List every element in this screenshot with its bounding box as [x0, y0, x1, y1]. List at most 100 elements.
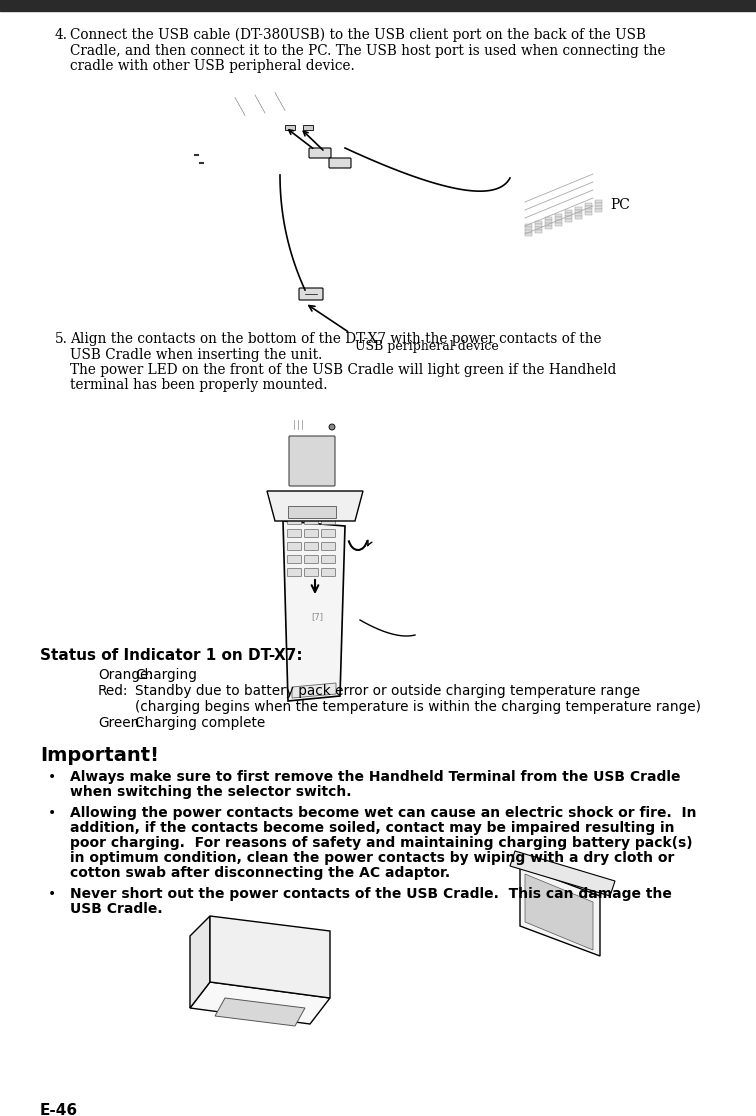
FancyBboxPatch shape: [305, 517, 318, 525]
FancyBboxPatch shape: [287, 517, 302, 525]
FancyBboxPatch shape: [299, 288, 323, 300]
FancyBboxPatch shape: [321, 529, 336, 538]
Text: The power LED on the front of the USB Cradle will light green if the Handheld: The power LED on the front of the USB Cr…: [70, 363, 616, 377]
FancyBboxPatch shape: [287, 568, 302, 577]
Text: •: •: [48, 770, 56, 785]
Text: poor charging.  For reasons of safety and maintaining charging battery pack(s): poor charging. For reasons of safety and…: [70, 836, 692, 850]
Bar: [525, 230, 532, 233]
Bar: [595, 202, 602, 205]
Text: cradle with other USB peripheral device.: cradle with other USB peripheral device.: [70, 59, 355, 73]
Text: Orange:: Orange:: [98, 668, 153, 682]
Bar: [575, 206, 582, 210]
Text: addition, if the contacts become soiled, contact may be impaired resulting in: addition, if the contacts become soiled,…: [70, 821, 674, 835]
Polygon shape: [283, 521, 345, 701]
Bar: [535, 230, 542, 232]
Text: USB Cradle.: USB Cradle.: [70, 902, 163, 916]
Bar: [595, 205, 602, 209]
FancyBboxPatch shape: [305, 568, 318, 577]
FancyBboxPatch shape: [321, 542, 336, 550]
Bar: [575, 212, 582, 215]
Bar: [545, 223, 552, 227]
Text: cotton swab after disconnecting the AC adaptor.: cotton swab after disconnecting the AC a…: [70, 866, 450, 881]
Polygon shape: [510, 852, 615, 896]
Text: Never short out the power contacts of the USB Cradle.  This can damage the: Never short out the power contacts of th…: [70, 887, 672, 901]
Polygon shape: [215, 998, 305, 1026]
Bar: [555, 220, 562, 222]
Bar: [595, 200, 602, 202]
Bar: [525, 227, 532, 230]
FancyBboxPatch shape: [321, 556, 336, 564]
Text: Red:: Red:: [98, 684, 129, 698]
Polygon shape: [520, 866, 600, 956]
Polygon shape: [292, 683, 336, 698]
Polygon shape: [190, 982, 330, 1024]
Polygon shape: [210, 916, 330, 998]
Text: (charging begins when the temperature is within the charging temperature range): (charging begins when the temperature is…: [135, 700, 701, 714]
Text: in optimum condition, clean the power contacts by wiping with a dry cloth or: in optimum condition, clean the power co…: [70, 852, 674, 865]
Text: Charging complete: Charging complete: [135, 716, 265, 730]
Text: •: •: [48, 887, 56, 901]
Bar: [525, 233, 532, 235]
Text: Cradle, and then connect it to the PC. The USB host port is used when connecting: Cradle, and then connect it to the PC. T…: [70, 44, 665, 58]
Text: Green:: Green:: [98, 716, 144, 730]
Polygon shape: [288, 506, 336, 518]
Bar: [585, 203, 592, 206]
Text: Connect the USB cable (DT-380USB) to the USB client port on the back of the USB: Connect the USB cable (DT-380USB) to the…: [70, 28, 646, 42]
Bar: [535, 223, 542, 227]
Text: 4.: 4.: [55, 28, 68, 42]
Text: USB peripheral device: USB peripheral device: [355, 340, 499, 353]
FancyBboxPatch shape: [305, 542, 318, 550]
Bar: [535, 221, 542, 223]
Text: Align the contacts on the bottom of the DT-X7 with the power contacts of the: Align the contacts on the bottom of the …: [70, 331, 602, 346]
FancyBboxPatch shape: [287, 542, 302, 550]
Text: E-46: E-46: [40, 1103, 78, 1116]
Text: when switching the selector switch.: when switching the selector switch.: [70, 785, 352, 799]
Text: •: •: [48, 806, 56, 820]
Text: Important!: Important!: [40, 745, 159, 764]
Text: USB Cradle when inserting the unit.: USB Cradle when inserting the unit.: [70, 347, 322, 362]
Bar: [575, 215, 582, 219]
Bar: [535, 227, 542, 230]
FancyBboxPatch shape: [289, 436, 335, 485]
Text: Charging: Charging: [135, 668, 197, 682]
Circle shape: [306, 492, 322, 508]
Bar: [555, 217, 562, 220]
Text: Always make sure to fi​rst remove the Handheld Terminal from the USB Cradle: Always make sure to fi​rst remove the Ha…: [70, 770, 680, 785]
Text: 5.: 5.: [55, 331, 68, 346]
Polygon shape: [525, 874, 593, 950]
Bar: [303, 125, 313, 129]
Text: [7]: [7]: [311, 613, 323, 622]
Bar: [585, 209, 592, 212]
Polygon shape: [267, 491, 363, 521]
FancyBboxPatch shape: [287, 529, 302, 538]
Bar: [545, 227, 552, 229]
FancyBboxPatch shape: [305, 529, 318, 538]
Bar: [555, 222, 562, 225]
Text: terminal has been properly mounted.: terminal has been properly mounted.: [70, 378, 327, 393]
Bar: [565, 219, 572, 222]
Bar: [595, 209, 602, 212]
FancyBboxPatch shape: [305, 556, 318, 564]
Bar: [545, 220, 552, 223]
Bar: [545, 217, 552, 220]
Bar: [285, 125, 295, 129]
Bar: [575, 210, 582, 212]
Bar: [0, 0, 756, 11]
Bar: [565, 217, 572, 219]
Polygon shape: [190, 916, 210, 1008]
FancyBboxPatch shape: [321, 517, 336, 525]
Bar: [565, 213, 572, 217]
Bar: [585, 212, 592, 215]
FancyBboxPatch shape: [309, 148, 331, 158]
Text: Status of Indicator 1 on DT-X7:: Status of Indicator 1 on DT-X7:: [40, 648, 302, 663]
Bar: [555, 213, 562, 217]
FancyBboxPatch shape: [287, 556, 302, 564]
Text: Standby due to battery pack error or outside charging temperature range: Standby due to battery pack error or out…: [135, 684, 640, 698]
FancyBboxPatch shape: [321, 568, 336, 577]
FancyBboxPatch shape: [329, 158, 351, 169]
Bar: [565, 210, 572, 213]
Bar: [585, 206, 592, 209]
Text: PC: PC: [610, 198, 630, 212]
Bar: [525, 224, 532, 227]
Circle shape: [329, 424, 335, 430]
